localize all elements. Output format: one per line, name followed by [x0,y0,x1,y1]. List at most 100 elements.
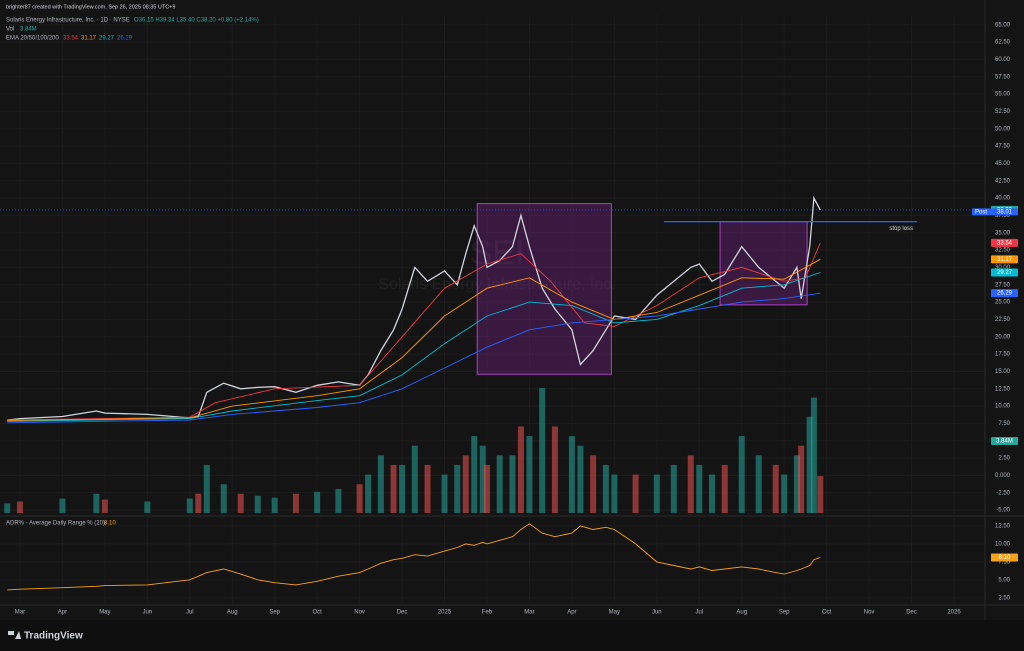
y-tick-label: 47.50 [995,144,1011,150]
adr-price-label-pill [991,553,1018,562]
y-tick-label: -5.00 [996,508,1010,514]
volume-bar [817,476,824,513]
ema-legend-value: 29.27 [99,36,115,42]
ema-legend-value: 26.29 [117,36,133,42]
volume-bar [441,474,448,513]
volume-bar [738,436,745,513]
y-tick-label: 2.50 [998,595,1010,601]
author: brighter87 created with TradingView.com,… [6,4,175,10]
x-tick-label: Nov [354,610,365,616]
x-tick-label: Jun [142,610,152,616]
x-tick-label: May [609,610,620,616]
volume-bar [687,455,694,513]
y-tick-label: 22.50 [995,317,1011,323]
logo-mark [8,631,14,635]
y-tick-label: 42.50 [995,178,1011,184]
post-price-pill [972,208,1018,216]
volume-label: Vol [6,27,14,33]
ema-legend-value: 33.54 [63,36,79,42]
volume-bar [551,426,558,513]
volume-bar [483,464,490,513]
adr-title: ADR% - Average Daily Range % (20) [6,521,105,527]
volume-bar [411,445,418,513]
volume-bar [526,436,533,513]
y-tick-label: 10.00 [995,404,1011,410]
x-tick-label: Oct [822,610,832,616]
x-tick-label: Jun [652,610,662,616]
volume-bar [696,464,703,513]
y-tick-label: 12.50 [995,523,1011,529]
annotation: stop loss [889,226,913,232]
volume-bar [709,474,716,513]
series-line [7,258,821,422]
volume-bar [509,455,516,513]
x-tick-label: 2026 [947,610,961,616]
volume-bar [377,455,384,513]
highlight-box [719,221,808,306]
volume-bar [721,464,728,513]
volume-bar [59,498,66,513]
volume-bar [755,455,762,513]
y-tick-label: 0.000 [995,473,1011,479]
post-label: Post [975,209,987,215]
y-tick-label: 17.50 [995,352,1011,358]
volume-bar [4,503,11,513]
adr-price-label: 8.10 [999,555,1011,561]
x-tick-label: Feb [482,610,493,616]
volume-bar [568,436,575,513]
y-tick-label: 35.00 [995,230,1011,236]
y-tick-label: 55.00 [995,92,1011,98]
ema-price-label: 33.54 [997,240,1013,246]
volume-bar [810,397,817,513]
y-tick-label: 10.00 [995,541,1011,547]
volume-bar [632,474,639,513]
volume-bar [335,488,342,513]
volume-bar [517,426,524,513]
volume-bar [479,445,486,513]
volume-bar [653,474,660,513]
volume-bar [186,498,193,513]
series-line [7,523,821,591]
symbol-title: Solaris Energy Infrastructure, Inc. · 1D… [6,18,130,24]
volume-bar [577,445,584,513]
x-tick-label: Sep [779,610,790,616]
volume-bar [356,484,363,513]
volume-bar [237,493,244,513]
ema-legend-value: 31.17 [81,36,97,42]
volume-bar [462,455,469,513]
volume-bar [399,464,406,513]
volume-value: 3.84M [20,27,37,33]
volume-bar [292,493,299,513]
x-tick-label: Sep [269,610,280,616]
x-tick-label: Aug [736,610,747,616]
volume-bar [144,501,151,513]
volume-bar [390,464,397,513]
volume-bar [220,484,227,513]
x-tick-label: Oct [312,610,322,616]
x-tick-label: Mar [524,610,534,616]
x-tick-label: Mar [15,610,25,616]
y-tick-label: 25.00 [995,300,1011,306]
series-line [7,195,821,421]
x-tick-label: Dec [906,610,917,616]
series-line [7,272,821,422]
volume-bar [496,455,503,513]
volume-bar [254,495,261,513]
y-tick-label: 60.00 [995,57,1011,63]
x-tick-label: Aug [227,610,238,616]
y-tick-label: 12.50 [995,386,1011,392]
logo-mark [15,631,21,639]
x-tick-label: Jul [695,610,703,616]
y-tick-label: 45.00 [995,161,1011,167]
series-line [7,292,821,424]
volume-bar [611,474,618,513]
volume-bar [424,464,431,513]
plot [0,195,985,591]
ema-price-label-pill [991,255,1018,264]
x-tick-label: Dec [397,610,408,616]
ema-price-label-pill [991,289,1018,298]
logo: TradingView [8,631,83,642]
volume-price-label: 3.84M [996,439,1013,445]
